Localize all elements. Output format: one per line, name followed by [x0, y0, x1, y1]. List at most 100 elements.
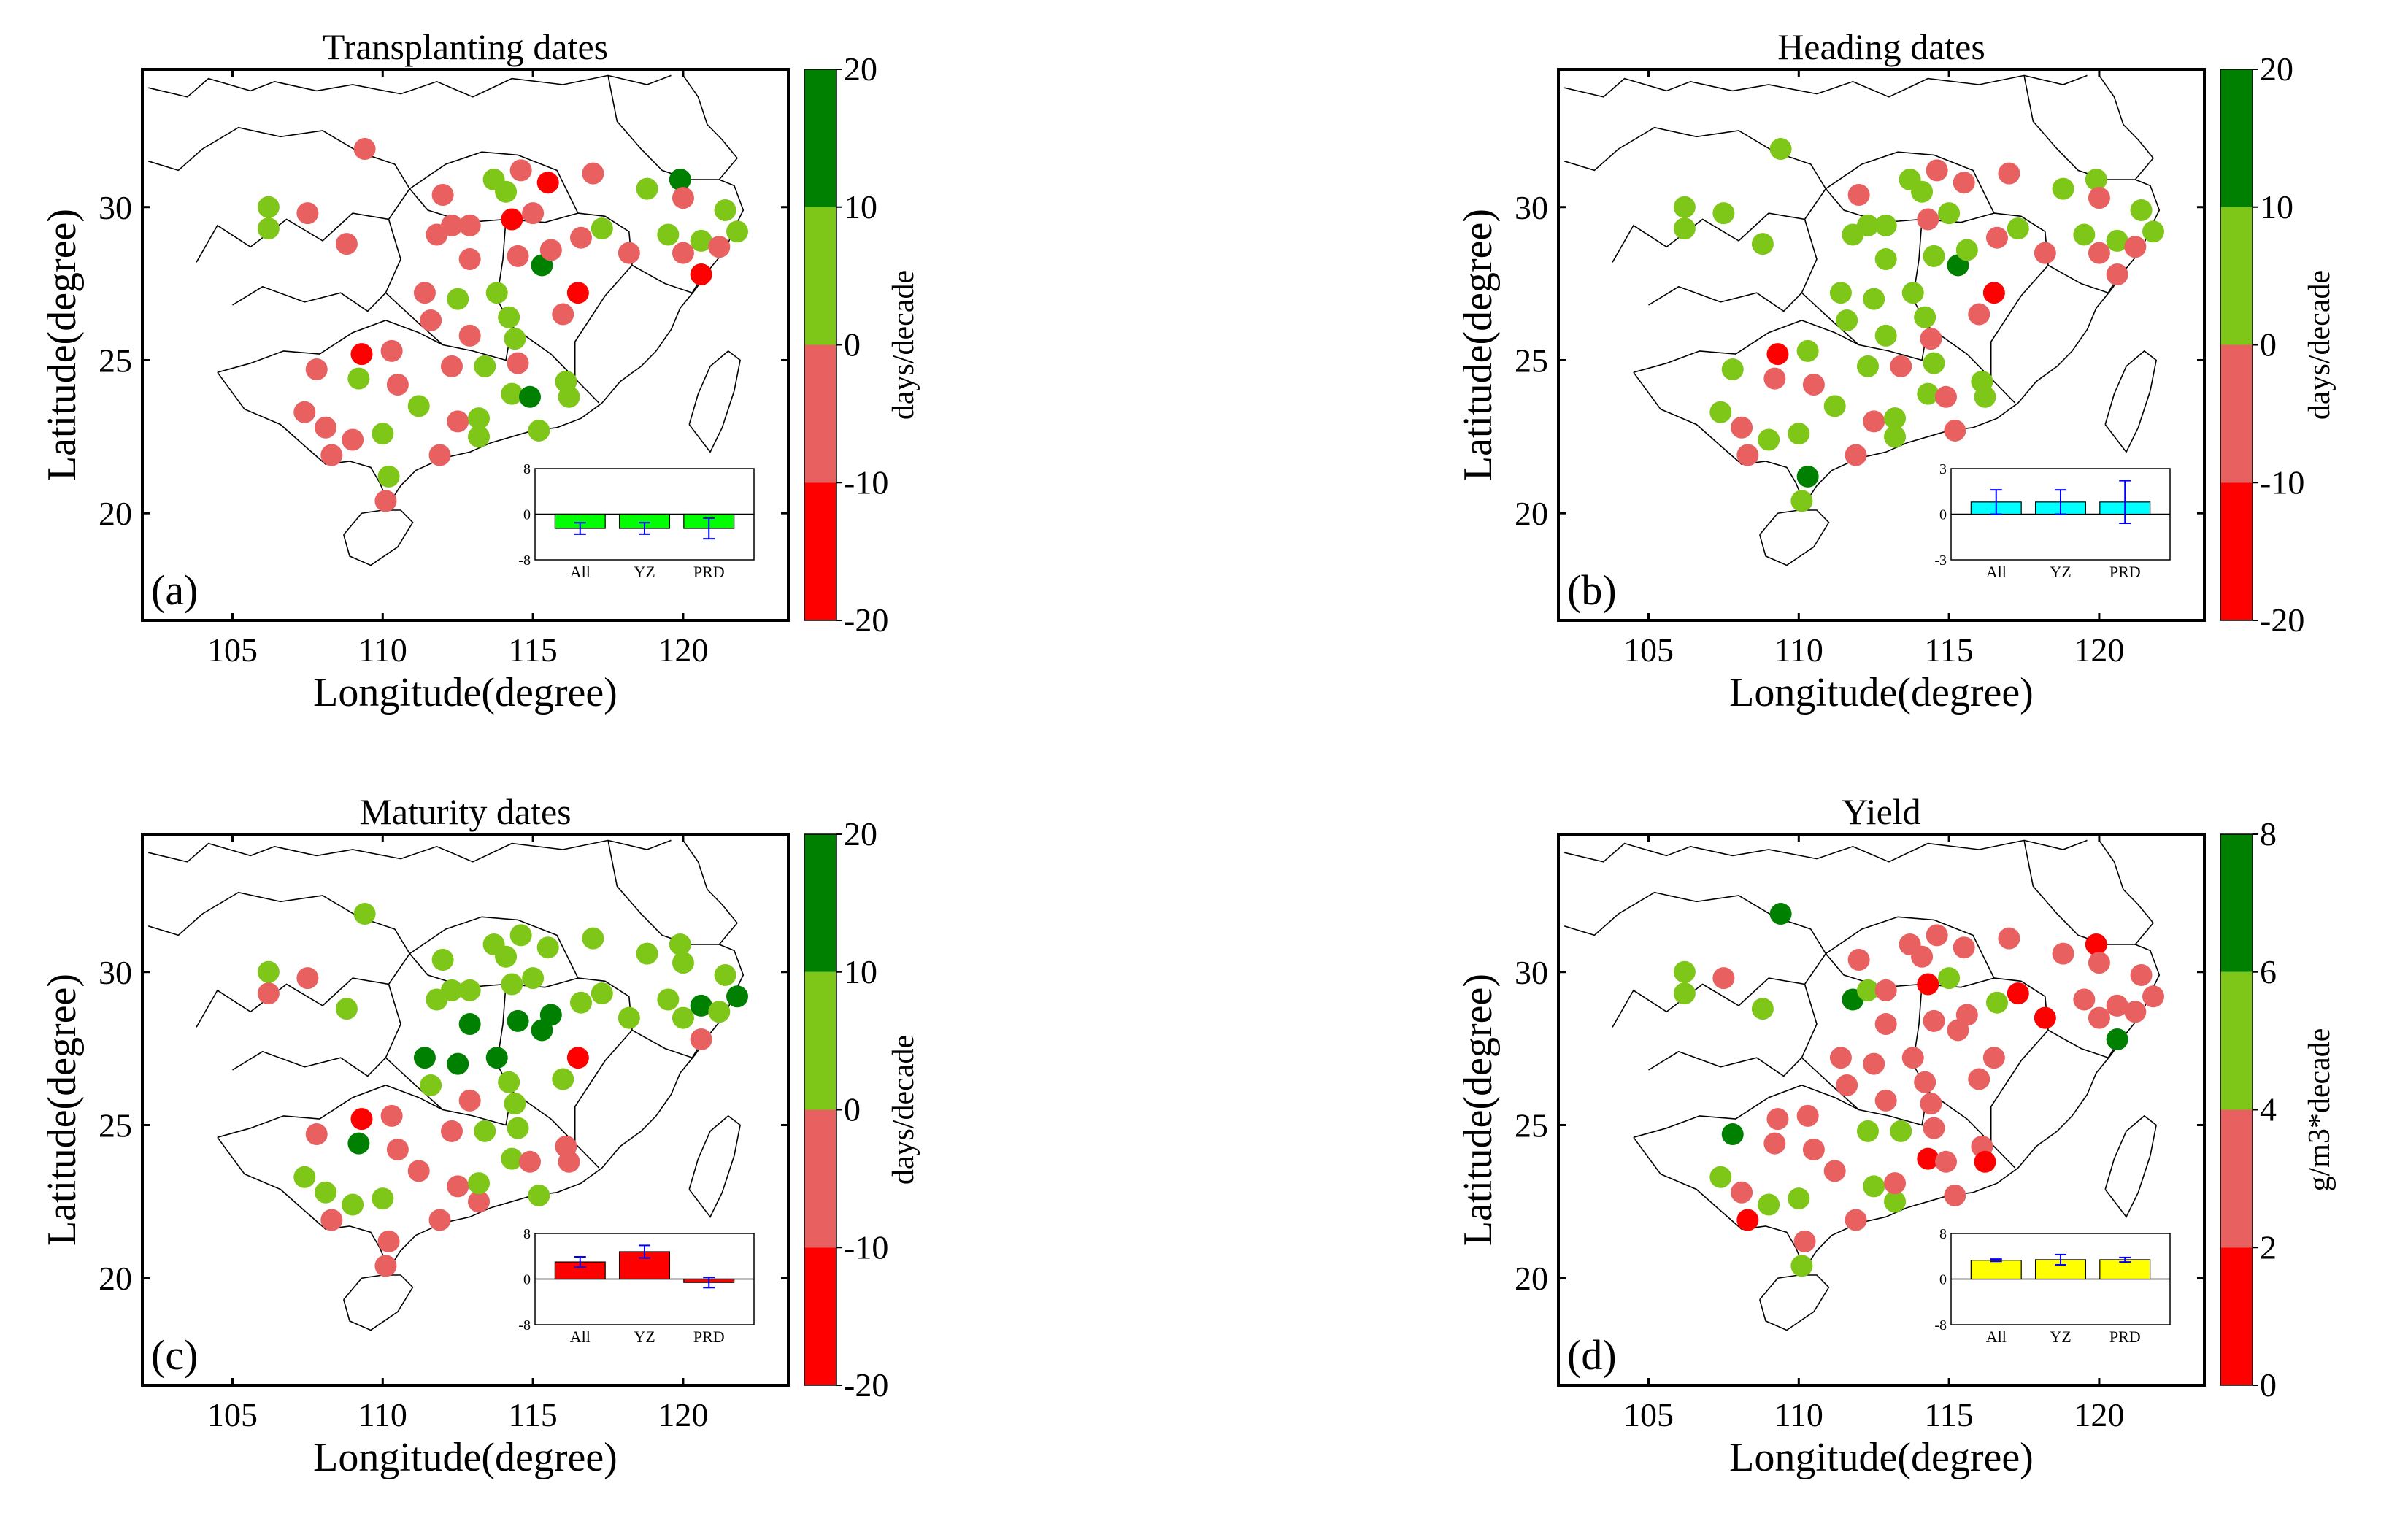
x-tick-label: 120 — [2074, 1396, 2124, 1433]
boundary-line — [1927, 1090, 2016, 1169]
station-point — [1968, 1068, 1990, 1090]
station-point — [504, 1093, 526, 1115]
y-axis-label: Latitude(degree) — [1455, 209, 1501, 481]
station-point — [1953, 172, 1975, 194]
station-point — [2073, 223, 2096, 246]
y-tick-label: 25 — [99, 1106, 132, 1144]
x-axis-label: Longitude(degree) — [313, 1435, 618, 1480]
x-tick-label: 115 — [1924, 1396, 1973, 1433]
station-point — [726, 220, 749, 243]
station-point — [1796, 339, 1819, 362]
station-point — [1884, 426, 1907, 448]
x-tick-label: 110 — [1774, 631, 1823, 669]
y-tick-label: 20 — [99, 495, 132, 532]
station-point — [1712, 202, 1735, 225]
station-point — [1823, 1160, 1846, 1182]
colorbar-tick-label: 0 — [844, 326, 861, 363]
station-point — [1923, 1117, 1945, 1139]
station-point — [1845, 1209, 1867, 1231]
station-point — [1769, 903, 1792, 925]
panel-0: 105 110 115 120 20 25 30 Transplanting dates Lon… — [39, 26, 920, 715]
station-point — [407, 1160, 430, 1182]
station-point — [1926, 924, 1948, 947]
colorbar-segment — [2220, 69, 2253, 207]
panel-2: 105 110 115 120 20 25 30 Maturity dates Longitud… — [39, 791, 920, 1480]
station-point — [1796, 465, 1819, 488]
station-point — [2106, 994, 2128, 1017]
station-point — [347, 1132, 370, 1155]
station-points — [1673, 138, 2165, 512]
station-point — [320, 1209, 343, 1231]
colorbar-segment — [804, 1247, 836, 1385]
colorbar-tick-label: 10 — [2260, 188, 2293, 226]
station-point — [1793, 1230, 1816, 1252]
station-point — [2142, 220, 2165, 243]
inset-y-tick-label: 8 — [523, 461, 531, 477]
colorbar-segment — [804, 834, 836, 972]
y-tick-label: 30 — [1515, 954, 1548, 991]
inset-x-tick-label: All — [1986, 1328, 2007, 1346]
station-point — [377, 465, 400, 488]
station-point — [1985, 991, 2008, 1014]
station-point — [350, 343, 373, 366]
station-point — [2085, 933, 2107, 955]
y-tick-label: 25 — [99, 342, 132, 379]
x-tick-label: 115 — [508, 631, 557, 669]
boundary-line — [148, 74, 672, 98]
boundary-line — [343, 1274, 414, 1331]
station-point — [1856, 214, 1879, 236]
station-point — [335, 233, 358, 255]
station-point — [296, 202, 319, 225]
inset-y-tick-label: 0 — [1939, 507, 1947, 523]
station-point — [413, 1047, 436, 1069]
station-point — [1944, 1184, 1966, 1206]
axes-frame — [1557, 68, 2206, 622]
station-point — [618, 242, 640, 264]
colorbar-tick-label: 10 — [844, 188, 877, 226]
station-point — [2088, 1006, 2110, 1029]
station-point — [2052, 942, 2074, 965]
station-point — [485, 1047, 508, 1069]
x-tick-label: 115 — [1924, 631, 1973, 669]
boundary-line — [607, 840, 720, 945]
station-point — [1874, 214, 1897, 236]
station-point — [507, 245, 529, 267]
station-point — [342, 428, 364, 451]
inset-x-tick-label: YZ — [634, 1328, 655, 1346]
station-point — [1911, 945, 1934, 968]
panel-title: Yield — [1842, 791, 1920, 832]
station-point — [669, 933, 691, 955]
colorbar-tick-label: 0 — [844, 1091, 861, 1128]
station-point — [501, 973, 523, 996]
map-outline — [147, 74, 745, 566]
station-point — [1673, 196, 1696, 218]
y-tick-label: 30 — [99, 954, 132, 991]
station-point — [1863, 288, 1885, 310]
station-point — [1874, 248, 1897, 271]
station-point — [708, 1001, 731, 1023]
boundary-line — [1759, 1274, 1830, 1331]
station-point — [522, 202, 545, 225]
station-point — [350, 1108, 373, 1131]
station-point — [708, 236, 731, 258]
station-point — [2073, 988, 2096, 1011]
station-point — [1863, 1052, 1885, 1075]
station-point — [519, 385, 541, 408]
station-point — [1863, 1175, 1885, 1198]
station-point — [1944, 419, 1966, 442]
colorbar-segment — [804, 971, 836, 1110]
station-point — [293, 1166, 316, 1188]
boundary-line — [1564, 839, 2088, 863]
station-point — [1926, 159, 1948, 182]
inset-x-tick-label: PRD — [693, 563, 725, 581]
station-point — [257, 196, 280, 218]
panel-label: (d) — [1567, 1331, 1617, 1379]
station-point — [1788, 423, 1810, 445]
boundary-line — [217, 1085, 443, 1139]
colorbar-tick-label: -20 — [844, 601, 888, 639]
station-point — [347, 367, 370, 390]
station-point — [714, 199, 736, 221]
station-point — [672, 1006, 694, 1029]
station-point — [1923, 245, 1945, 267]
